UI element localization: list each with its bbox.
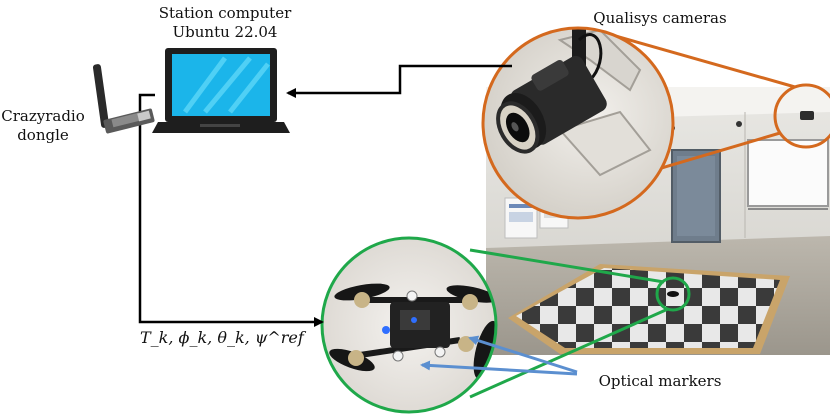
station-label-line2: Ubuntu 22.04 [172,23,278,41]
drone-highlight-circle [655,276,691,312]
camera-zoom-inset [483,28,673,218]
station-computer-label: Station computer Ubuntu 22.04 [140,4,310,42]
command-inputs-text: T_k, ϕ_k, θ_k, ψ^ref [140,328,304,347]
drone-callout-line [469,307,669,399]
camera-zoom-border [481,26,675,220]
wall-camera [736,121,742,127]
qualisys-cameras-label: Qualisys cameras [593,9,727,27]
drone-callout-line [469,248,665,284]
optical-markers-label: Optical markers [598,372,722,390]
marker-arrow [420,360,578,376]
camera-to-station-arrow [286,64,512,98]
dongle-label-line1: Crazyradio [1,107,85,125]
ceiling-camera [800,111,814,120]
whiteboard [747,139,829,207]
checkerboard-mat [516,268,780,348]
laptop-icon [152,48,290,133]
dongle-label-line2: dongle [17,126,69,144]
marker-arrow [468,335,578,374]
command-inputs-label: T_k, ϕ_k, θ_k, ψ^ref [140,328,304,347]
command-arrow [138,93,324,327]
drone-zoom-inset [322,238,496,412]
camera-callout-line [604,31,796,89]
crazyradio-dongle-label: Crazyradio dongle [0,107,86,145]
camera-highlight-circle [773,83,830,149]
drone-on-mat [667,291,679,297]
crazyradio-dongle-icon [92,64,155,134]
station-label-line1: Station computer [158,4,292,22]
